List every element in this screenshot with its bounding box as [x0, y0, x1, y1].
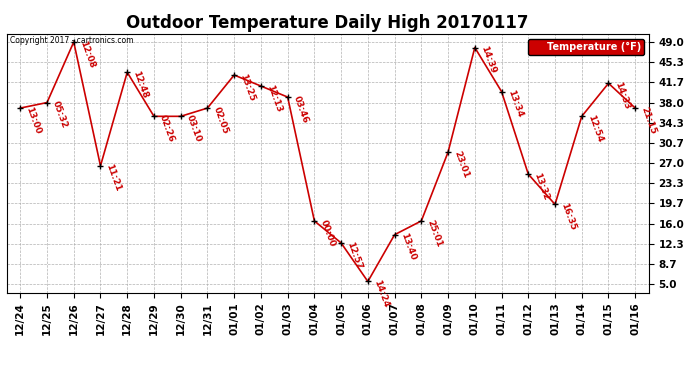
- Text: 12:13: 12:13: [265, 83, 284, 113]
- Text: 11:21: 11:21: [105, 163, 123, 193]
- Text: 16:35: 16:35: [559, 202, 578, 232]
- Text: 03:10: 03:10: [185, 114, 203, 143]
- Text: 25:01: 25:01: [426, 218, 444, 248]
- Text: 12:54: 12:54: [586, 114, 604, 144]
- Text: 05:32: 05:32: [51, 100, 70, 130]
- Text: 14:39: 14:39: [479, 45, 497, 75]
- Text: 00:00: 00:00: [319, 218, 337, 248]
- Text: 12:48: 12:48: [131, 69, 150, 100]
- Text: 13:34: 13:34: [506, 89, 524, 119]
- Legend: Temperature (°F): Temperature (°F): [528, 39, 644, 54]
- Text: 21:15: 21:15: [640, 105, 658, 135]
- Text: 03:46: 03:46: [292, 94, 310, 124]
- Text: 13:32: 13:32: [533, 171, 551, 201]
- Text: 13:40: 13:40: [399, 232, 417, 262]
- Text: 14:33: 14:33: [613, 81, 631, 111]
- Text: 02:05: 02:05: [212, 105, 230, 135]
- Text: 12:57: 12:57: [345, 240, 364, 270]
- Text: 13:25: 13:25: [238, 72, 257, 102]
- Text: 12:08: 12:08: [78, 39, 96, 69]
- Title: Outdoor Temperature Daily High 20170117: Outdoor Temperature Daily High 20170117: [126, 14, 529, 32]
- Text: 14:24: 14:24: [372, 279, 391, 309]
- Text: 23:01: 23:01: [452, 149, 471, 179]
- Text: 13:00: 13:00: [24, 105, 43, 135]
- Text: Copyright 2017 - cartronics.com: Copyright 2017 - cartronics.com: [10, 36, 134, 45]
- Text: 02:26: 02:26: [158, 114, 177, 143]
